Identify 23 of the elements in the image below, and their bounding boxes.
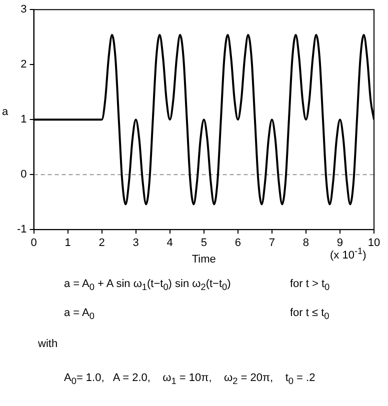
text: for t ≤ t$_{0}$ — [290, 307, 330, 322]
x-tick-label: 8 — [302, 237, 310, 250]
text: a = A$_{0}$ — [64, 307, 94, 322]
text: with — [38, 338, 58, 350]
x-tick-label: 5 — [200, 237, 207, 250]
x-tick-label: 10 — [368, 237, 380, 250]
x-axis-title: Time — [192, 253, 216, 266]
x-tick-label: 3 — [132, 237, 139, 250]
x-tick-label: 2 — [98, 237, 105, 250]
x-tick-label: 1 — [64, 237, 71, 250]
text: A$_{0}$= 1.0, A = 2.0, ω$_{1}$ = 10π, ω$_{2}$ = 20π, t$_{0}$ = .2 — [64, 372, 316, 386]
x-tick-label: 7 — [268, 237, 275, 250]
text: for t > t$_{0}$ — [290, 278, 330, 292]
y-tick-label: 3 — [20, 4, 27, 16]
text: a = A$_{0}$ + A sin ω$_{1}$(t−t$_{0}$) sin ω$_{2}$(t−t$_{0}$) — [64, 278, 231, 292]
y-tick-label: 2 — [20, 58, 27, 71]
x-tick-label: 6 — [234, 237, 241, 250]
y-axis-title: a — [2, 106, 8, 118]
y-tick-label: 1 — [20, 114, 27, 126]
x-tick-label: 0 — [30, 237, 37, 250]
y-tick-label: 0 — [20, 168, 27, 181]
x-tick-label: 4 — [166, 237, 173, 250]
y-tick-label: -1 — [17, 224, 27, 236]
